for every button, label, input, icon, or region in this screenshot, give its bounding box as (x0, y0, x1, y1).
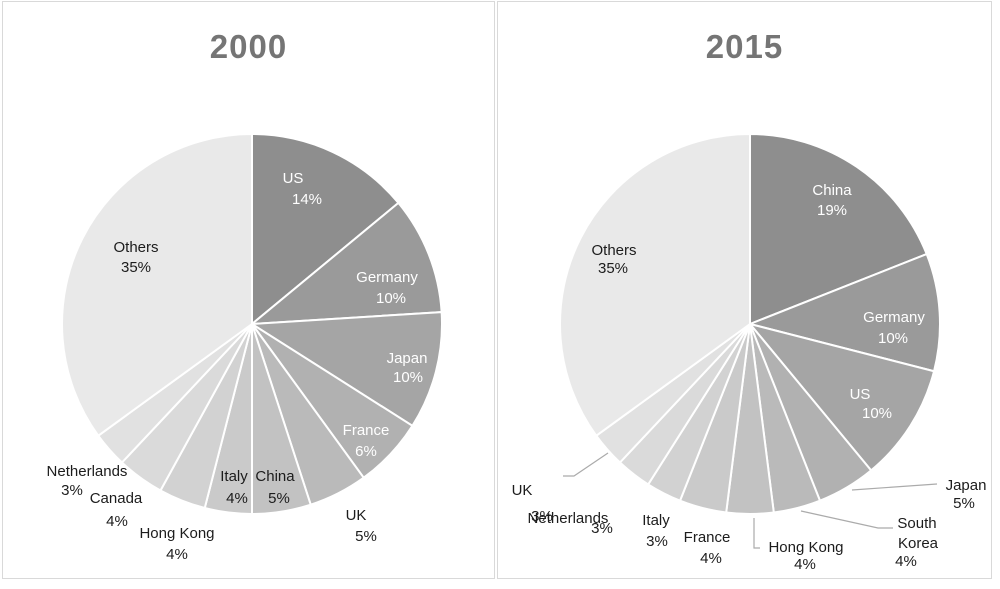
data-label-line: 4% (700, 550, 722, 567)
pie-slice-japan (248, 311, 444, 428)
data-label-canada: Canada 4% (90, 490, 143, 530)
data-label-france: France 6% (343, 422, 390, 460)
data-label-others: Others 35% (113, 239, 158, 276)
data-label-line: 10% (393, 369, 423, 386)
pie-slice-germany (746, 252, 941, 373)
data-label-italy: Italy 4% (220, 468, 248, 507)
chart-panel-2000: 2000 US 14% Germany 10% Japan 10% France 6% UK 5%… (2, 1, 495, 579)
data-label-hong-kong: Hong Kong 4% (139, 525, 214, 563)
data-label-us: US 14% (283, 170, 322, 208)
data-label-line: France (684, 529, 731, 546)
data-label-germany: Germany 10% (356, 269, 418, 307)
data-label-line: 14% (292, 191, 322, 208)
data-label-line: Italy (642, 512, 670, 529)
data-label-us: US 10% (850, 386, 892, 422)
data-label-line: China (812, 182, 852, 199)
data-label-line: Japan (946, 477, 987, 494)
data-label-line: 4% (166, 546, 188, 563)
data-label-line: 10% (862, 405, 892, 422)
data-label-line: China (255, 468, 295, 485)
data-label-line: Hong Kong (139, 525, 214, 542)
pie-slice-us (251, 132, 400, 327)
data-label-line: Netherlands (47, 463, 128, 480)
data-label-line: US (850, 386, 871, 403)
data-label-line: 4% (895, 553, 917, 570)
data-label-line: 35% (121, 259, 151, 276)
pie-slice-others (61, 132, 253, 438)
data-label-netherlands: Netherlands 3% (47, 463, 128, 499)
pie-chart-2000: US14%Germany10%Japan10%France6%UK5%China… (47, 132, 444, 563)
data-label-germany: Germany 10% (863, 309, 925, 347)
data-label-line: UK (512, 482, 533, 499)
data-label-line: 35% (598, 260, 628, 277)
data-label-line: Germany (863, 309, 925, 326)
data-label-line: Korea (898, 535, 939, 552)
data-label-line: 5% (953, 495, 975, 512)
data-label-line: 4% (794, 556, 816, 573)
pie-slice-us (747, 322, 936, 472)
leader-line-south-korea (800, 510, 893, 529)
leader-line-japan (851, 483, 938, 491)
pie-slice-germany (248, 201, 443, 326)
data-label-line: US (283, 170, 304, 187)
data-label-line: Canada (90, 490, 143, 507)
data-label-line: 3% (591, 520, 613, 537)
data-label-china: China 5% (255, 468, 295, 507)
pie-slice-others (559, 132, 751, 438)
chart-title-2000: 2000 (209, 28, 288, 65)
data-label-france: France 4% (684, 529, 731, 567)
data-label-line: UK (346, 507, 367, 524)
data-label-line: Japan (387, 350, 428, 367)
data-label-line: 6% (355, 443, 377, 460)
data-label-china: China 19% (812, 182, 852, 219)
data-label-line: 19% (817, 202, 847, 219)
data-label-line: 3% (531, 508, 553, 525)
data-label-line: 10% (376, 290, 406, 307)
data-label-uk: UK 5% (346, 507, 377, 545)
data-label-line: 3% (61, 482, 83, 499)
pie-slice-china (749, 132, 928, 326)
leader-line-hong-kong (753, 518, 760, 549)
data-label-line: Hong Kong (768, 539, 843, 556)
data-label-line: 3% (646, 533, 668, 550)
data-label-line: Germany (356, 269, 418, 286)
data-label-line: Italy (220, 468, 248, 485)
data-label-line: 4% (106, 513, 128, 530)
data-label-italy: Italy 3% (642, 512, 670, 550)
chart-panel-2015: 2015 China 19% Germany 10% US 10% Japan 5% South… (497, 1, 992, 579)
data-label-line: Netherlands (528, 510, 609, 527)
data-label-uk: UK 3% (512, 482, 553, 525)
data-label-line: 5% (355, 528, 377, 545)
chart-title-2015: 2015 (705, 28, 784, 65)
data-label-line: 4% (226, 490, 248, 507)
data-label-line: Others (591, 242, 636, 259)
data-label-japan: Japan 10% (387, 350, 428, 386)
leader-line-uk (563, 452, 609, 477)
data-label-line: 10% (878, 330, 908, 347)
data-label-line: 5% (268, 490, 290, 507)
data-label-line: France (343, 422, 390, 439)
data-label-line: South (897, 515, 936, 532)
data-label-line: Others (113, 239, 158, 256)
